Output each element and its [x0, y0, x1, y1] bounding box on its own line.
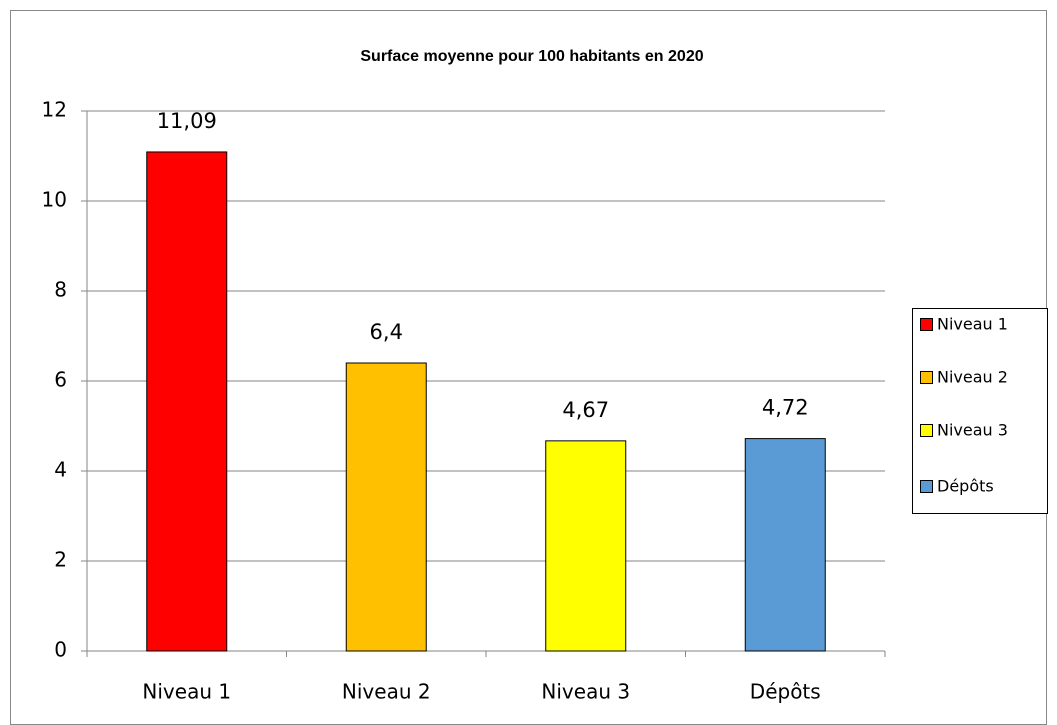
legend-label: Dépôts	[937, 477, 994, 496]
x-tick-label: Niveau 3	[541, 680, 630, 704]
y-tick-label: 0	[54, 638, 67, 662]
bar	[146, 151, 228, 652]
legend-swatch	[920, 371, 933, 384]
y-tick-label: 6	[54, 368, 67, 392]
data-label: 4,67	[562, 398, 609, 422]
y-tick-label: 8	[54, 278, 67, 302]
data-label: 11,09	[157, 109, 217, 133]
bar	[345, 362, 427, 652]
chart-title: Surface moyenne pour 100 habitants en 20…	[360, 48, 703, 65]
bar	[744, 438, 826, 652]
x-tick-label: Dépôts	[750, 680, 821, 704]
y-tick-label: 4	[54, 458, 67, 482]
y-tick-label: 2	[54, 548, 67, 572]
x-tick-label: Niveau 1	[142, 680, 231, 704]
legend-label: Niveau 3	[937, 421, 1008, 440]
x-tick-label: Niveau 2	[342, 680, 431, 704]
data-label: 6,4	[370, 320, 403, 344]
legend-label: Niveau 2	[937, 368, 1008, 387]
y-tick-label: 12	[42, 98, 67, 122]
data-label: 4,72	[762, 396, 809, 420]
y-tick-label: 10	[42, 188, 67, 212]
legend	[912, 308, 1048, 514]
legend-swatch	[920, 480, 933, 493]
legend-swatch	[920, 424, 933, 437]
legend-label: Niveau 1	[937, 315, 1008, 334]
legend-swatch	[920, 318, 933, 331]
bar	[545, 440, 627, 652]
